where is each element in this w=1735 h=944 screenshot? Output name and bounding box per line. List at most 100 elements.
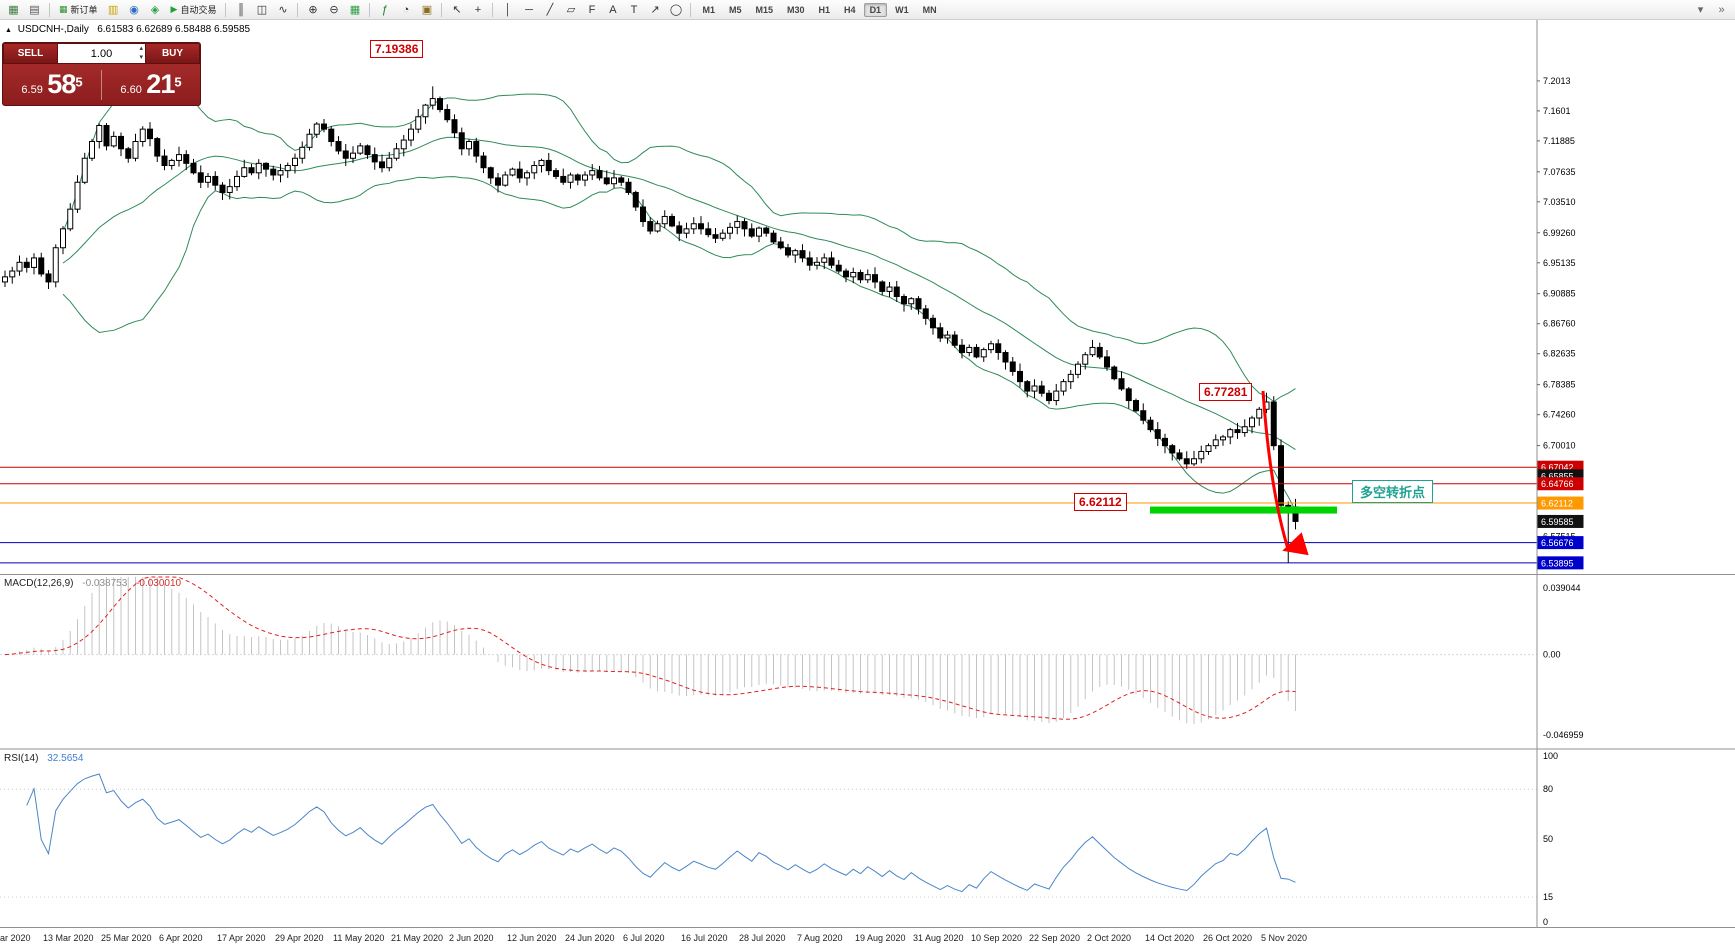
macd-hist-value: -0.038753: [82, 578, 128, 589]
svg-text:19 Aug 2020: 19 Aug 2020: [855, 933, 906, 943]
channel-icon[interactable]: ▱: [566, 3, 576, 16]
cursor-icon[interactable]: ↖: [452, 3, 462, 16]
chinese-note-label[interactable]: 多空转折点: [1352, 480, 1434, 503]
svg-text:6.59585: 6.59585: [1541, 517, 1574, 527]
sell-price[interactable]: 6.59 585: [21, 69, 83, 99]
volume-up-icon[interactable]: ▴: [139, 45, 143, 52]
svg-text:6.62112: 6.62112: [1541, 499, 1573, 509]
new-order-button-icon: ▦: [59, 4, 68, 14]
macd-panel: [0, 576, 1537, 725]
volume-input[interactable]: 1.00 ▴ ▾: [58, 43, 145, 64]
volume-down-icon[interactable]: ▾: [139, 54, 143, 61]
market-watch-icon[interactable]: ▥: [107, 3, 119, 16]
timeframe-button-m30[interactable]: M30: [787, 4, 805, 15]
svg-text:6.95135: 6.95135: [1543, 258, 1576, 268]
timeframe-button-m15[interactable]: M15: [755, 4, 774, 15]
svg-text:12 Jun 2020: 12 Jun 2020: [507, 933, 557, 943]
svg-text:6.53895: 6.53895: [1541, 558, 1574, 568]
periods-icon[interactable]: ◔: [402, 3, 410, 16]
tile-windows-icon[interactable]: ▦: [349, 3, 361, 16]
svg-text:6.56676: 6.56676: [1541, 538, 1574, 548]
bar-chart-icon[interactable]: ║: [237, 3, 245, 16]
chart-ohlc-values: 6.61583 6.62689 6.58488 6.59585: [97, 24, 251, 35]
one-click-trading-panel: SELL 1.00 ▴ ▾ BUY 6.59 585 6.60 215: [2, 42, 201, 106]
vertical-line-icon[interactable]: │: [504, 3, 512, 16]
macd-signal-value: -0.030010: [136, 578, 182, 589]
svg-text:0.039044: 0.039044: [1543, 583, 1581, 593]
candlesticks: [2, 86, 1299, 563]
volume-value[interactable]: 1.00: [90, 47, 113, 60]
support-line-annotation[interactable]: [1150, 506, 1337, 514]
toolbar-customize-icon[interactable]: ▾: [1697, 3, 1704, 16]
svg-text:7.11885: 7.11885: [1543, 136, 1575, 146]
svg-text:80: 80: [1543, 784, 1553, 794]
svg-text:13 Mar 2020: 13 Mar 2020: [43, 933, 94, 943]
svg-text:11 May 2020: 11 May 2020: [333, 933, 384, 943]
data-window-icon[interactable]: ◉: [129, 3, 139, 16]
panel-frame: [0, 20, 1735, 928]
toolbar-separator: [225, 2, 227, 17]
price-callout-peak[interactable]: 7.19386: [370, 40, 424, 58]
trendline-icon[interactable]: ╱: [546, 3, 554, 16]
rsi-value: 32.5654: [47, 753, 84, 764]
arrows-icon[interactable]: ↗: [650, 3, 660, 16]
price-axis-labels: 7.2013 7.1601 7.11885 7.07635 7.03510 6.99260…: [1537, 76, 1584, 927]
toolbar-more-icon[interactable]: »: [1718, 3, 1725, 16]
svg-text:15: 15: [1543, 892, 1553, 902]
label-icon[interactable]: T: [630, 3, 638, 16]
svg-text:2 Oct 2020: 2 Oct 2020: [1087, 933, 1131, 943]
timeframe-button-d1[interactable]: D1: [863, 2, 888, 17]
svg-text:2 Jun 2020: 2 Jun 2020: [449, 933, 494, 943]
buy-price[interactable]: 6.60 215: [120, 69, 182, 99]
indicators-icon[interactable]: ƒ: [381, 3, 389, 16]
collapse-arrow-icon[interactable]: ▲: [5, 27, 12, 34]
svg-text:14 Oct 2020: 14 Oct 2020: [1145, 933, 1194, 943]
svg-text:31 Aug 2020: 31 Aug 2020: [913, 933, 964, 943]
candlestick-chart-icon[interactable]: ◫: [256, 3, 268, 16]
zoom-in-icon[interactable]: ⊕: [308, 3, 318, 16]
toolbar-separator: [690, 2, 692, 17]
trend-arrow-annotation[interactable]: [1261, 390, 1309, 556]
svg-text:7.03510: 7.03510: [1543, 197, 1576, 207]
timeframe-button-m5[interactable]: M5: [728, 4, 742, 15]
horizontal-line-icon[interactable]: ─: [525, 3, 533, 16]
price-callout-swing-high[interactable]: 6.77281: [1199, 383, 1253, 401]
svg-text:6 Apr 2020: 6 Apr 2020: [159, 933, 203, 943]
fibonacci-icon[interactable]: F: [588, 3, 596, 16]
new-chart-icon[interactable]: ▦: [8, 3, 19, 16]
timeframe-button-w1[interactable]: W1: [895, 4, 909, 15]
timeframe-button-m1[interactable]: M1: [702, 4, 715, 15]
timeframe-button-mn[interactable]: MN: [922, 4, 937, 15]
svg-text:21 May 2020: 21 May 2020: [391, 933, 443, 943]
autotrading-button-label: 自动交易: [180, 5, 217, 15]
svg-text:7 Aug 2020: 7 Aug 2020: [797, 933, 843, 943]
svg-text:6.70010: 6.70010: [1543, 441, 1576, 451]
timeframe-button-h4[interactable]: H4: [844, 4, 856, 15]
zoom-out-icon[interactable]: ⊖: [329, 3, 339, 16]
sell-button[interactable]: SELL: [3, 43, 58, 64]
rsi-indicator-label: RSI(14) 32.5654: [4, 753, 84, 764]
new-order-button[interactable]: ▦ 新订单: [54, 2, 103, 18]
timeframe-button-h1[interactable]: H1: [818, 4, 831, 15]
price-callout-pivot[interactable]: 6.62112: [1074, 493, 1127, 511]
navigator-icon[interactable]: ◈: [150, 3, 160, 16]
date-axis-labels: 3 Mar 2020 13 Mar 2020 25 Mar 2020 6 Apr 20…: [0, 933, 1307, 943]
chart-title: ▲ USDCNH-,Daily 6.61583 6.62689 6.58488 …: [5, 24, 250, 35]
text-icon[interactable]: A: [609, 3, 617, 16]
svg-text:6 Jul 2020: 6 Jul 2020: [623, 933, 665, 943]
shapes-icon[interactable]: ◯: [669, 3, 683, 16]
horizontal-level-lines[interactable]: [0, 466, 1537, 564]
profiles-icon[interactable]: ▤: [29, 3, 40, 16]
svg-text:7.07635: 7.07635: [1543, 167, 1576, 177]
new-order-button-label: 新订单: [70, 5, 98, 15]
line-chart-icon[interactable]: ∿: [278, 3, 288, 16]
svg-text:5 Nov 2020: 5 Nov 2020: [1261, 933, 1307, 943]
svg-text:29 Apr 2020: 29 Apr 2020: [275, 933, 324, 943]
crosshair-icon[interactable]: +: [474, 3, 482, 16]
svg-text:100: 100: [1543, 751, 1558, 761]
buy-button[interactable]: BUY: [145, 43, 200, 64]
autotrading-button[interactable]: ▶ 自动交易: [166, 2, 222, 18]
templates-icon[interactable]: ▣: [421, 3, 433, 16]
